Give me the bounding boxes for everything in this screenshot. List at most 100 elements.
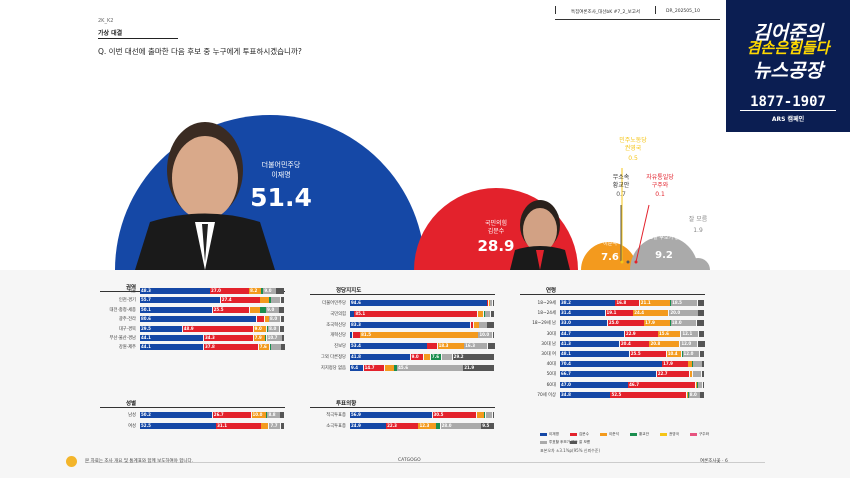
segment-value: 8.0 bbox=[270, 316, 278, 322]
legend-label: 투표할 후보가 없다 bbox=[549, 440, 578, 444]
bar-segment bbox=[490, 310, 495, 317]
bar-segment bbox=[441, 354, 453, 360]
row-label: 광주·전라 bbox=[118, 317, 136, 323]
segment-value: 27.4 bbox=[221, 297, 232, 303]
bar-segment bbox=[256, 316, 265, 323]
bar-segment bbox=[140, 335, 204, 341]
bar-segment bbox=[686, 391, 688, 398]
row-label: 그외 다른정당 bbox=[320, 355, 346, 360]
row-label: 18~29세 bbox=[537, 301, 557, 306]
bar-segment bbox=[619, 340, 649, 347]
segment-value: 24.4 bbox=[634, 310, 645, 316]
option-undecided-label: 투표할 후보가 없다 bbox=[644, 235, 684, 241]
bar-segment bbox=[483, 310, 485, 317]
row-label: 대전·충청·세종 bbox=[109, 307, 136, 313]
bar-segment bbox=[481, 423, 495, 429]
bar-segment bbox=[693, 361, 702, 368]
section-title: 가상 대결 bbox=[98, 30, 123, 37]
bar-segment bbox=[261, 423, 269, 429]
bar-segment bbox=[688, 361, 692, 368]
segment-value: 26.7 bbox=[213, 412, 224, 417]
segment-value: 50.1 bbox=[141, 306, 151, 312]
bar-segment bbox=[688, 391, 700, 398]
segment-value: 41.8 bbox=[351, 354, 361, 359]
candidate-1-value: 51.4 bbox=[250, 183, 312, 212]
bar-segment bbox=[700, 391, 705, 398]
legend-item: 투표할 후보가 없다 bbox=[540, 440, 578, 445]
bar-segment bbox=[698, 330, 705, 337]
bar-segment bbox=[253, 325, 267, 332]
row-label: 대구·경북 bbox=[118, 326, 136, 332]
bar-segment bbox=[350, 412, 432, 418]
bar-segment bbox=[212, 306, 250, 313]
row-label: 개혁신당 bbox=[330, 333, 346, 339]
bar-segment bbox=[267, 412, 280, 418]
bar-segment bbox=[140, 297, 221, 304]
candidate-1-label: 더불어민주당 이재명 bbox=[236, 160, 326, 180]
segment-value: 8.0 bbox=[689, 391, 697, 397]
candidate-5-party: 민주노동당 bbox=[619, 137, 647, 144]
bar-segment bbox=[263, 288, 276, 294]
bar-segment bbox=[701, 371, 705, 378]
row-label: 60대 bbox=[546, 382, 556, 388]
bar-segment bbox=[692, 361, 693, 368]
legend-swatch bbox=[540, 432, 547, 436]
segment-value: 21.1 bbox=[640, 300, 651, 305]
portrait-lee-jaemyung bbox=[135, 122, 275, 270]
footer-note: 본 자료는 조사 개요 및 통계표와 함께 보도하여야 합니다. bbox=[85, 459, 194, 464]
segment-value: 53.4 bbox=[351, 343, 361, 349]
segment-value: 16.3 bbox=[465, 343, 475, 349]
legend-item: 권영국 bbox=[660, 432, 679, 437]
segment-value: 7.7 bbox=[270, 423, 278, 428]
candidate-3-label: 개혁신당 이준석 bbox=[580, 232, 640, 248]
segment-value: 9.0 bbox=[411, 354, 419, 359]
bar-segment bbox=[560, 330, 625, 337]
segment-value: 9.5 bbox=[482, 423, 490, 428]
bar-segment bbox=[269, 344, 271, 351]
segment-value: 7.9 bbox=[254, 335, 262, 340]
bar-segment bbox=[203, 335, 254, 341]
candidate-5-name: 권영국 bbox=[624, 145, 642, 152]
segment-value: 48.9 bbox=[183, 325, 194, 331]
bar-segment bbox=[418, 423, 436, 429]
footer-page: 여론조사꽃 · 6 bbox=[700, 459, 728, 464]
bar-segment bbox=[264, 316, 269, 323]
legend-swatch bbox=[660, 432, 667, 436]
bar-segment bbox=[452, 354, 495, 360]
bar-segment bbox=[699, 351, 705, 357]
bar-segment bbox=[410, 354, 424, 360]
portrait-kim-moonsoo bbox=[510, 200, 570, 270]
row-label: 30대 남 bbox=[541, 341, 556, 347]
bar-segment bbox=[140, 325, 183, 332]
crosstab-title-rule bbox=[100, 407, 285, 408]
row-label: 적극투표층 bbox=[326, 413, 346, 418]
segment-value: 47.0 bbox=[561, 381, 571, 387]
segment-value: 34.8 bbox=[561, 391, 571, 397]
bar-segment bbox=[363, 364, 385, 371]
candidate-2-value: 28.9 bbox=[477, 237, 515, 255]
candidate-5-label: 민주노동당 권영국 bbox=[603, 137, 663, 153]
candidate-6-value: 0.1 bbox=[655, 191, 665, 198]
legend-item: 구주와 bbox=[690, 432, 709, 437]
bar-segment bbox=[249, 288, 261, 294]
bar-segment bbox=[354, 310, 478, 317]
bar-segment bbox=[350, 364, 364, 371]
bar-segment bbox=[680, 330, 682, 337]
bar-segment bbox=[470, 321, 474, 328]
bar-segment bbox=[488, 300, 490, 306]
row-label: 18~24세 bbox=[537, 311, 557, 317]
bar-segment bbox=[268, 423, 270, 429]
candidate-3-party: 개혁신당 bbox=[600, 233, 620, 239]
dot-koo bbox=[634, 260, 638, 264]
candidate-2-party: 국민의힘 bbox=[484, 220, 508, 227]
row-label: 국민의힘 bbox=[330, 311, 346, 317]
bar-segment bbox=[658, 330, 681, 337]
segment-value: 66.7 bbox=[561, 371, 571, 377]
bar-segment bbox=[280, 316, 285, 323]
bar-segment bbox=[487, 321, 495, 328]
candidate-3-name: 이준석 bbox=[603, 241, 617, 247]
bar-segment bbox=[669, 310, 698, 317]
segment-value: 44.1 bbox=[141, 344, 151, 350]
segment-value: 15.6 bbox=[659, 330, 669, 336]
row-label: 여성 bbox=[128, 424, 136, 429]
